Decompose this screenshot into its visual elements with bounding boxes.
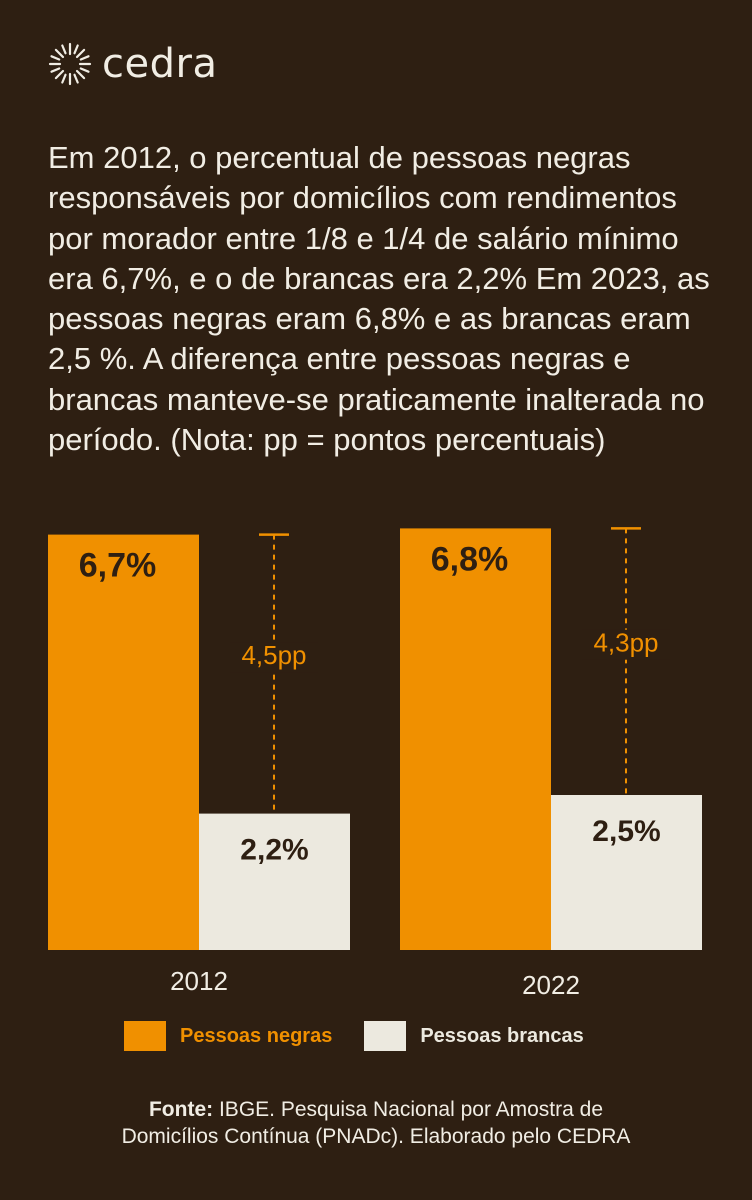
- category-label-2012: 2012: [170, 966, 228, 996]
- difference-label-2012: 4,5pp: [241, 640, 306, 670]
- bar-brancas-2012: [199, 813, 350, 950]
- bar-negras-2022: [400, 528, 551, 950]
- chart-legend: Pessoas negras Pessoas brancas: [124, 1021, 584, 1051]
- source-label: Fonte:: [148, 1098, 214, 1121]
- bar-label-negras-2022: 6,8%: [431, 540, 509, 578]
- difference-label-bg-2012: [230, 642, 318, 673]
- source-line-1: Fonte: IBGE. Pesquisa Nacional por Amost…: [0, 1096, 752, 1123]
- bar-label-negras-2012: 6,7%: [79, 547, 157, 585]
- legend-label-negras: Pessoas negras: [180, 1024, 333, 1047]
- brand-name: cedra: [102, 41, 218, 87]
- legend-item-negras: Pessoas negras: [124, 1021, 332, 1051]
- bar-negras-2012: [48, 534, 199, 950]
- bar-chart: 6,7% 2,2% 4,5pp 2012 6,8% 2,5% 4,3pp 2022: [48, 527, 702, 1000]
- legend-swatch-brancas: [364, 1021, 407, 1051]
- intro-text: Em 2012, o percentual de pessoas negras …: [48, 140, 710, 458]
- category-label-2022: 2022: [522, 970, 580, 1000]
- sunburst-icon: [48, 42, 92, 86]
- bar-brancas-2022: [551, 795, 702, 950]
- legend-item-brancas: Pessoas brancas: [364, 1021, 584, 1051]
- legend-swatch-negras: [124, 1021, 166, 1051]
- source-text: IBGE. Pesquisa Nacional por Amostra de: [213, 1098, 604, 1121]
- brand-logo: cedra: [48, 42, 217, 86]
- bar-label-brancas-2022: 2,5%: [592, 815, 660, 848]
- source-line-2: Domicílios Contínua (PNADc). Elaborado p…: [121, 1125, 631, 1148]
- difference-label-bg-2022: [582, 629, 670, 660]
- source-note: Fonte: IBGE. Pesquisa Nacional por Amost…: [0, 1096, 752, 1150]
- difference-label-2022: 4,3pp: [593, 628, 658, 658]
- bar-label-brancas-2012: 2,2%: [240, 834, 308, 867]
- legend-label-brancas: Pessoas brancas: [420, 1024, 584, 1047]
